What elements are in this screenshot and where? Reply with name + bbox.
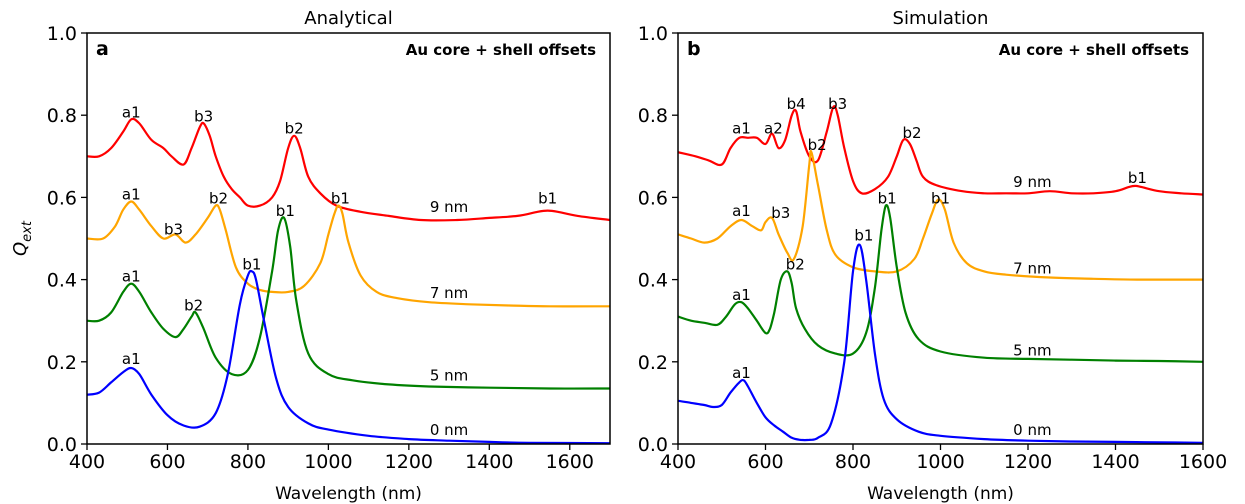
x-axis-label: Wavelength (nm) — [867, 484, 1014, 504]
peak-label: b2 — [209, 190, 228, 208]
peak-label: b1 — [878, 190, 897, 208]
y-tick-label: 0.4 — [47, 270, 77, 292]
x-tick-label: 1600 — [1179, 451, 1227, 473]
peak-label: 5 nm — [430, 366, 468, 384]
x-tick-label: 1000 — [304, 451, 352, 473]
peak-label: a1 — [122, 185, 141, 203]
peak-label: b3 — [194, 107, 213, 125]
panel-annotation: Au core + shell offsets — [999, 41, 1189, 59]
series-line-7-nm — [87, 200, 610, 308]
peak-label: 5 nm — [1013, 342, 1051, 360]
peak-label: b2 — [786, 255, 805, 273]
peak-label: b1 — [242, 255, 261, 273]
peak-label: a1 — [122, 350, 141, 368]
chart-title: Analytical — [304, 8, 392, 29]
x-tick-label: 1200 — [1004, 451, 1052, 473]
peak-label: b1 — [276, 202, 295, 220]
y-tick-label: 0.2 — [638, 352, 668, 374]
y-tick-label: 0.0 — [638, 434, 668, 456]
peak-label: b3 — [828, 95, 847, 113]
peak-label: 0 nm — [1013, 421, 1051, 439]
x-tick-label: 1400 — [465, 451, 513, 473]
series-line-5-nm — [87, 216, 610, 390]
peak-label: b3 — [164, 220, 183, 238]
peak-label: a1 — [732, 364, 751, 382]
x-tick-label: 400 — [69, 451, 105, 473]
x-tick-label: 600 — [747, 451, 783, 473]
peak-label: 9 nm — [430, 198, 468, 216]
series-line-9-nm — [87, 117, 610, 222]
peak-label: b1 — [538, 190, 557, 208]
peak-label: 7 nm — [1013, 259, 1051, 277]
y-tick-label: 0.8 — [638, 105, 668, 127]
y-tick-label: 0.4 — [638, 270, 668, 292]
peak-label: b3 — [771, 204, 790, 222]
y-tick-label: 0.2 — [47, 352, 77, 374]
panel-label: b — [687, 38, 701, 60]
peak-label: b1 — [331, 190, 350, 208]
series-line-9-nm — [678, 105, 1203, 196]
x-tick-label: 800 — [835, 451, 871, 473]
peak-label: a1 — [732, 120, 751, 138]
peak-label: a1 — [732, 286, 751, 304]
series-line-0-nm — [87, 269, 610, 444]
peak-label: b2 — [808, 136, 827, 154]
series-line-0-nm — [678, 243, 1203, 444]
y-tick-label: 1.0 — [47, 23, 77, 45]
chart-panel-analytical: 400 600 800 1000 1200 1400 1600 0.0 0.2 0.4 0.6 0.8… — [10, 8, 611, 504]
chart-title: Simulation — [893, 8, 989, 29]
peak-label: 9 nm — [1013, 173, 1051, 191]
x-tick-label: 1600 — [546, 451, 594, 473]
y-axis-label: Qext — [10, 220, 35, 256]
peak-label: b1 — [854, 227, 873, 245]
series-line-5-nm — [678, 204, 1203, 363]
peak-label: 7 nm — [430, 284, 468, 302]
x-tick-label: 600 — [149, 451, 185, 473]
series-line-7-nm — [678, 149, 1203, 281]
peak-label: b2 — [285, 120, 304, 138]
y-tick-label: 0.0 — [47, 434, 77, 456]
peak-label: b1 — [931, 190, 950, 208]
y-tick-label: 0.8 — [47, 105, 77, 127]
peak-label: b2 — [903, 124, 922, 142]
chart-panel-simulation: 400 600 800 1000 1200 1400 1600 0.0 0.2 0.4 0.6 0.8… — [638, 8, 1227, 504]
y-tick-label: 0.6 — [638, 187, 668, 209]
peak-label: b2 — [184, 296, 203, 314]
x-axis-label: Wavelength (nm) — [275, 484, 422, 504]
peak-label: 0 nm — [430, 421, 468, 439]
plot-frame — [86, 32, 611, 445]
x-tick-label: 400 — [660, 451, 696, 473]
peak-label: b4 — [787, 95, 806, 113]
peak-label: a1 — [122, 103, 141, 121]
y-axis-label-subscript: ext — [20, 220, 35, 242]
x-tick-label: 1000 — [916, 451, 964, 473]
peak-label: a1 — [732, 202, 751, 220]
peak-label: a1 — [122, 268, 141, 286]
x-tick-label: 1400 — [1091, 451, 1139, 473]
panel-label: a — [96, 38, 109, 60]
y-tick-label: 0.6 — [47, 187, 77, 209]
panel-annotation: Au core + shell offsets — [406, 41, 596, 59]
x-tick-label: 1200 — [385, 451, 433, 473]
peak-label: a2 — [764, 120, 783, 138]
peak-label: b1 — [1128, 169, 1147, 187]
y-tick-label: 1.0 — [638, 23, 668, 45]
plot-frame — [677, 32, 1204, 445]
x-tick-label: 800 — [230, 451, 266, 473]
